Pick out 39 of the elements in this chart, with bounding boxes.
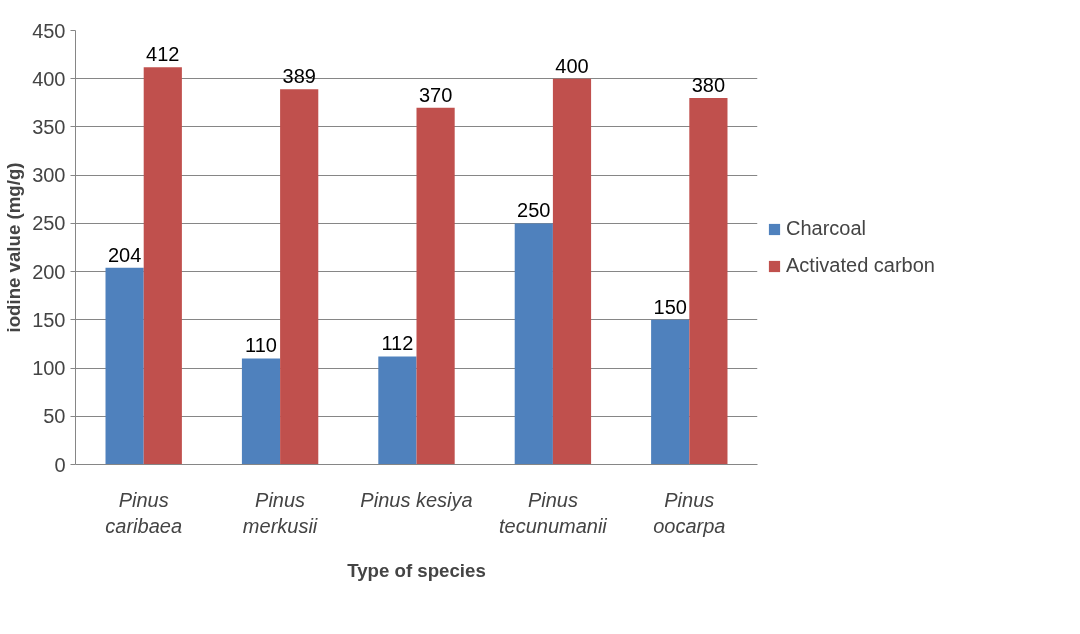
y-axis-title: iodine value (mg/g) xyxy=(3,162,25,333)
data-label: 150 xyxy=(653,295,687,318)
x-axis-title: Type of species xyxy=(347,559,486,581)
y-tick-label: 100 xyxy=(32,357,66,380)
legend-label: Charcoal xyxy=(786,217,867,240)
y-tick-label: 300 xyxy=(32,164,66,187)
data-label: 204 xyxy=(107,243,142,266)
y-tick-label: 250 xyxy=(32,212,66,235)
data-label: 110 xyxy=(245,334,277,357)
legend-label: Activated carbon xyxy=(786,254,935,277)
data-label: 370 xyxy=(418,83,453,106)
y-tick-label: 450 xyxy=(32,19,66,42)
y-tick-label: 350 xyxy=(32,115,66,138)
x-tick-label: Pinus kesiya xyxy=(360,488,473,511)
x-tick-label: Pinus merkusii xyxy=(242,488,318,537)
bar xyxy=(143,67,182,465)
bar xyxy=(105,267,144,465)
bar xyxy=(514,223,553,465)
data-label: 112 xyxy=(381,332,414,355)
y-tick-label: 150 xyxy=(32,308,66,331)
x-tick-label: Pinus caribaea xyxy=(105,488,183,537)
y-tick-label: 200 xyxy=(32,260,66,283)
x-tick-label: Pinus tecunumanii xyxy=(498,488,608,537)
y-tick-label: 50 xyxy=(43,405,66,428)
y-tick-label: 400 xyxy=(32,67,66,90)
bar xyxy=(280,89,319,465)
x-tick-label: Pinus oocarpa xyxy=(653,488,726,537)
data-label: 400 xyxy=(555,54,589,77)
bar xyxy=(552,78,592,465)
data-label: 250 xyxy=(517,199,551,222)
data-label: 412 xyxy=(146,43,180,66)
data-label: 389 xyxy=(282,65,316,88)
bar xyxy=(416,107,455,465)
bar xyxy=(378,356,417,465)
bar xyxy=(651,319,690,465)
y-tick-label: 0 xyxy=(54,453,66,476)
data-label: 380 xyxy=(691,74,726,97)
bar xyxy=(689,98,728,465)
bar xyxy=(241,358,281,465)
